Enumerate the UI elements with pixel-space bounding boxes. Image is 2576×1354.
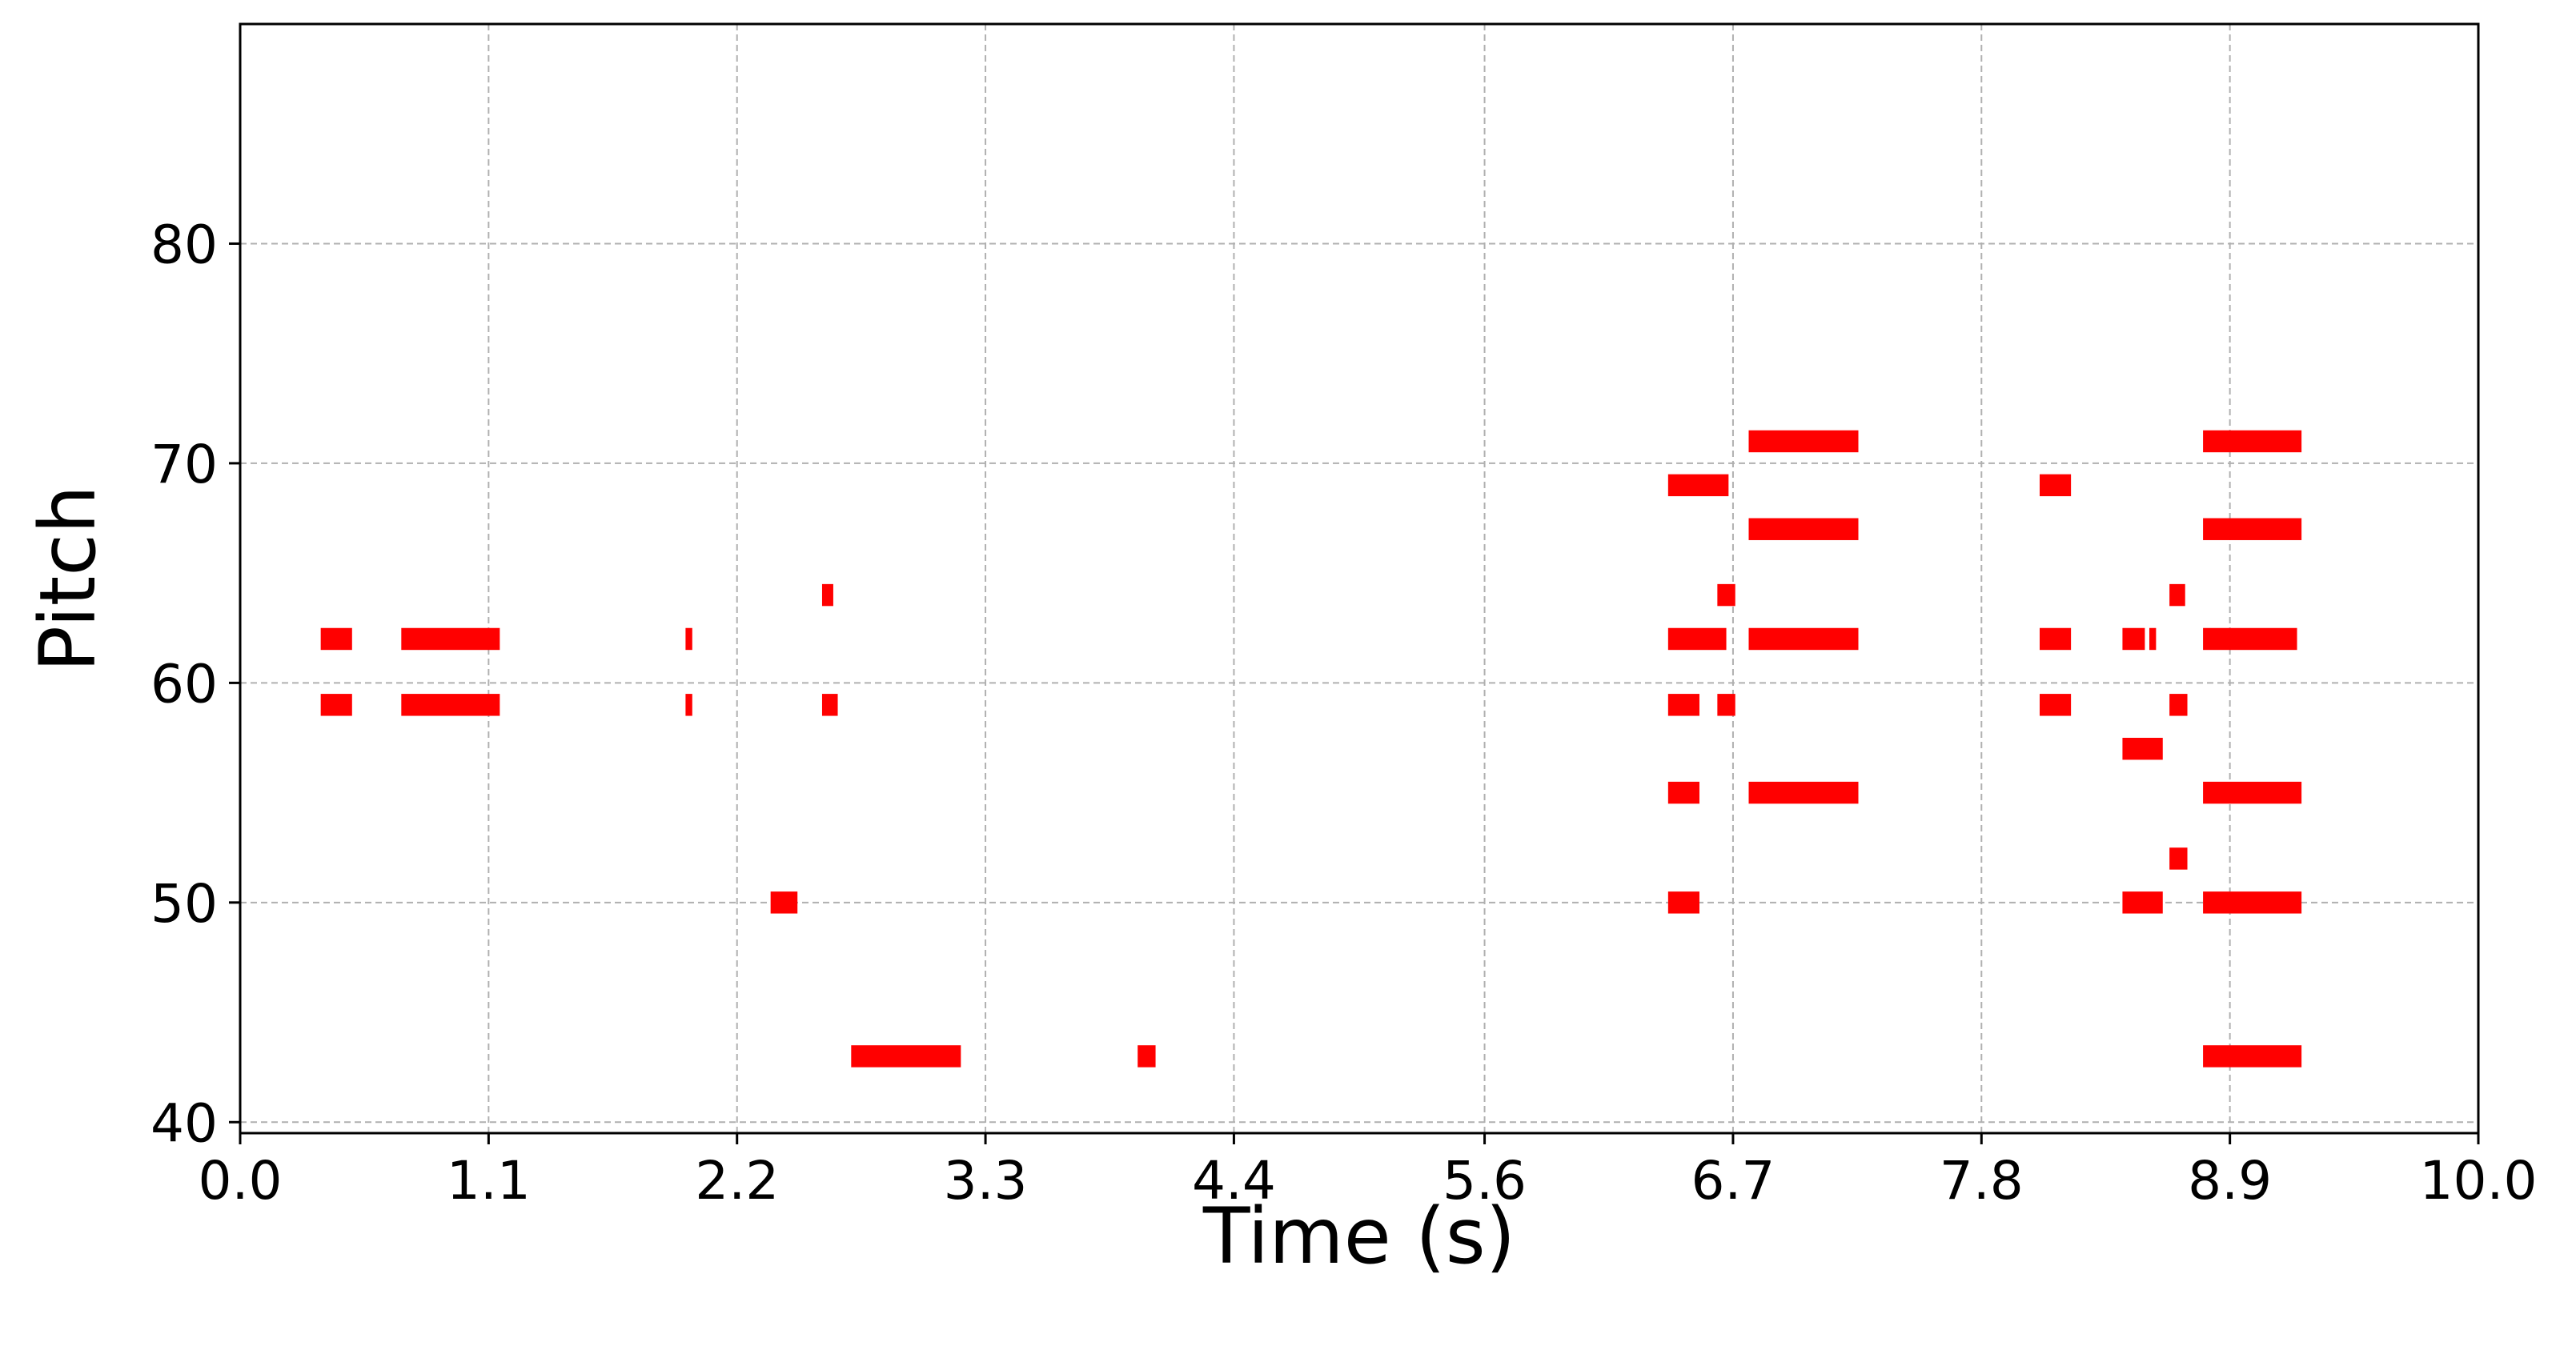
note-bar [821, 694, 838, 716]
note-bars [320, 430, 2302, 1068]
y-tick-label: 50 [150, 873, 218, 935]
x-tick-label: 6.7 [1691, 1150, 1775, 1212]
note-bar [821, 583, 833, 607]
note-bar [1717, 694, 1735, 716]
y-tick-label: 70 [150, 434, 218, 495]
y-tick-label: 40 [150, 1092, 218, 1154]
x-tick-label: 3.3 [944, 1150, 1028, 1212]
note-bar [2203, 430, 2302, 453]
note-bar [2203, 891, 2302, 914]
x-tick-label: 0.0 [199, 1150, 283, 1212]
x-tick-label: 7.8 [1940, 1150, 2024, 1212]
x-axis-title: Time (s) [1202, 1192, 1515, 1281]
note-bar [1667, 474, 1729, 497]
note-bar [1748, 781, 1859, 804]
note-bar [401, 627, 500, 651]
x-axis-ticks: 0.0 1.1 2.2 3.3 4.4 5.6 6.7 7.8 8.9 10.0 [199, 1133, 2538, 1212]
note-bar [1667, 891, 1699, 914]
note-bar [1667, 694, 1699, 716]
note-bar [2203, 781, 2302, 804]
note-bar [2169, 583, 2185, 607]
plot-frame [239, 22, 2480, 1135]
note-bar [2203, 1045, 2302, 1068]
note-bar [685, 694, 692, 716]
note-bar [1748, 430, 1859, 453]
note-bar [2122, 891, 2163, 914]
note-bar [1667, 781, 1699, 804]
note-bar [2203, 518, 2302, 540]
note-bar [1748, 627, 1859, 651]
note-bar [685, 627, 692, 651]
note-bar [2122, 627, 2145, 651]
x-tick-label: 5.6 [1442, 1150, 1527, 1212]
x-tick-label: 2.2 [695, 1150, 779, 1212]
note-bar [2169, 694, 2188, 716]
note-bar [2039, 694, 2072, 716]
y-axis-title: Pitch [23, 485, 113, 672]
x-tick-label: 8.9 [2188, 1150, 2272, 1212]
note-bar [1717, 583, 1735, 607]
x-tick-label: 4.4 [1192, 1150, 1276, 1212]
note-bar [2149, 627, 2157, 651]
note-bar [2203, 627, 2297, 651]
note-bar [320, 627, 352, 651]
note-bar [320, 694, 352, 716]
note-bar [770, 891, 798, 914]
note-bar [2169, 847, 2188, 870]
note-bar [851, 1045, 961, 1068]
note-bar [1138, 1045, 1156, 1068]
note-bar [1748, 518, 1859, 540]
note-bar [401, 694, 500, 716]
note-bar [2122, 737, 2163, 760]
note-bar [2039, 627, 2072, 651]
note-bar [2039, 474, 2072, 497]
x-tick-label: 10.0 [2420, 1150, 2538, 1212]
note-bar [1667, 627, 1727, 651]
y-tick-label: 80 [150, 214, 218, 275]
grid-lines [239, 24, 2479, 1133]
x-tick-label: 1.1 [447, 1150, 531, 1212]
y-axis-ticks: 40 50 60 70 80 [150, 214, 240, 1154]
y-tick-label: 60 [150, 653, 218, 715]
